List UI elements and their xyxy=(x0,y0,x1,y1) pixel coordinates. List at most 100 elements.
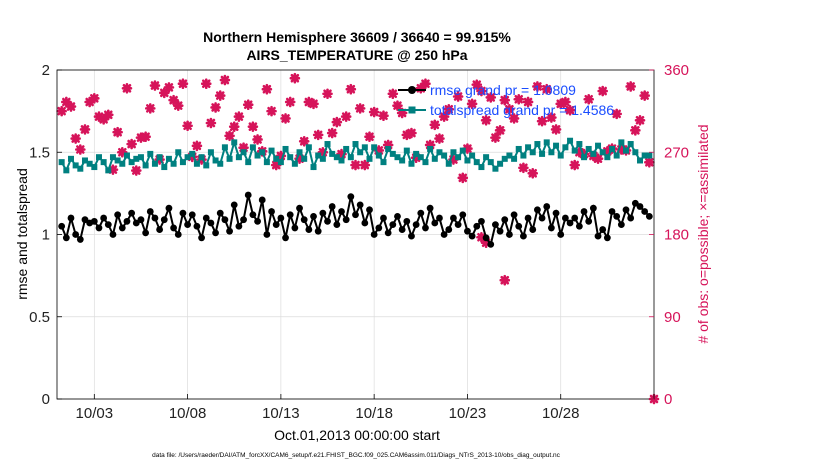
series-layer xyxy=(56,72,660,405)
obs-possible-marker xyxy=(308,98,319,110)
rmse-point xyxy=(510,211,518,219)
obs-possible-marker xyxy=(144,103,156,114)
obs-possible-marker xyxy=(233,111,245,122)
totalspread-point xyxy=(109,154,116,161)
obs-possible-marker xyxy=(466,98,478,110)
y-axis-label: rmse and totalspread xyxy=(14,168,30,300)
rmse-point xyxy=(594,232,602,240)
obs-possible-marker xyxy=(634,114,646,126)
obs-possible-marker xyxy=(480,114,492,126)
totalspread-point xyxy=(450,149,457,156)
totalspread-point xyxy=(91,164,98,171)
totalspread-point xyxy=(361,144,368,151)
rmse-point xyxy=(524,214,532,222)
rmse-point xyxy=(478,217,485,225)
totalspread-point xyxy=(511,155,518,162)
y-axis-ticks: 0 0.5 1 1.5 2 xyxy=(29,62,62,408)
obs-possible-marker xyxy=(214,90,226,101)
totalspread-point xyxy=(413,150,420,157)
obs-possible-marker xyxy=(98,114,109,125)
totalspread-point xyxy=(637,157,644,164)
obs-possible-marker xyxy=(513,93,525,105)
obs-possible-marker xyxy=(406,127,417,139)
totalspread-point xyxy=(492,165,499,172)
obs-possible-marker xyxy=(639,90,650,101)
totalspread-point xyxy=(506,152,513,159)
obs-possible-marker xyxy=(158,87,170,99)
totalspread-point xyxy=(63,167,70,174)
totalspread-point xyxy=(445,160,452,167)
rmse-point xyxy=(459,211,467,219)
obs-possible-marker xyxy=(364,131,375,143)
totalspread-point xyxy=(310,164,317,171)
rmse-point xyxy=(599,226,607,233)
obs-possible-marker xyxy=(149,80,161,91)
obs-possible-marker xyxy=(527,167,539,179)
rmse-point xyxy=(310,213,317,220)
totalspread-point xyxy=(58,159,65,166)
totalspread-point xyxy=(151,160,158,167)
obs-possible-marker xyxy=(126,138,137,150)
obs-possible-marker xyxy=(168,94,179,106)
rmse-point xyxy=(506,231,513,238)
x-tick-label: 10/18 xyxy=(355,405,393,422)
totalspread-point xyxy=(123,152,130,159)
totalspread-point xyxy=(240,149,247,156)
rmse-point xyxy=(286,211,294,219)
rmse-point xyxy=(118,224,126,232)
rmse-point xyxy=(254,217,261,225)
rmse-point xyxy=(268,208,275,215)
rmse-point xyxy=(445,226,453,233)
rmse-point xyxy=(226,227,233,235)
rmse-point xyxy=(468,232,476,240)
legend-rmse-label: rmse grand pr = 1.0809 xyxy=(430,82,576,98)
rmse-point xyxy=(613,213,621,220)
rmse-point xyxy=(352,211,359,219)
totalspread-point xyxy=(249,144,256,151)
totalspread-point xyxy=(459,147,466,154)
rmse-point xyxy=(165,204,173,212)
legend-spread-label: totalspread grand pr = 1.4586 xyxy=(430,102,614,118)
rmse-point xyxy=(258,196,266,204)
obs-possible-marker xyxy=(298,135,310,147)
obs-possible-marker xyxy=(373,145,385,156)
rmse-point xyxy=(645,213,653,220)
totalspread-point xyxy=(627,141,634,148)
rmse-point xyxy=(198,234,205,242)
rmse-point xyxy=(67,214,75,222)
rmse-point xyxy=(384,229,392,237)
totalspread-point xyxy=(553,142,560,149)
obs-possible-marker xyxy=(499,94,511,106)
totalspread-point xyxy=(483,154,490,161)
totalspread-point xyxy=(193,160,200,167)
obs-possible-marker xyxy=(415,82,427,94)
totalspread-point xyxy=(245,159,252,166)
totalspread-point xyxy=(235,154,242,161)
rmse-point xyxy=(557,231,565,238)
totalspread-point xyxy=(226,155,233,162)
rmse-point xyxy=(174,231,182,238)
totalspread-point xyxy=(217,160,224,167)
obs-possible-marker xyxy=(107,164,119,175)
obs-possible-marker xyxy=(536,115,548,127)
rmse-point xyxy=(538,214,546,222)
rmse-point xyxy=(501,216,509,224)
obs-possible-marker xyxy=(597,85,608,97)
obs-possible-marker xyxy=(140,131,151,143)
obs-possible-marker xyxy=(331,116,343,128)
totalspread-point xyxy=(408,160,415,167)
obs-possible-marker xyxy=(387,88,399,100)
totalspread-point xyxy=(133,155,140,162)
obs-possible-marker xyxy=(564,104,576,116)
rmse-point xyxy=(90,217,98,225)
rmse-point xyxy=(533,206,541,214)
obs-possible-marker xyxy=(345,83,357,95)
totalspread-point xyxy=(198,154,205,161)
rmse-point xyxy=(627,214,635,222)
rmse-point xyxy=(216,209,224,217)
rmse-point xyxy=(72,231,80,238)
rmse-point xyxy=(585,217,593,225)
rmse-point xyxy=(338,208,345,215)
obs-possible-marker xyxy=(522,96,534,108)
x-axis-ticks: 10/03 10/08 10/13 10/18 10/23 10/28 xyxy=(76,394,579,422)
